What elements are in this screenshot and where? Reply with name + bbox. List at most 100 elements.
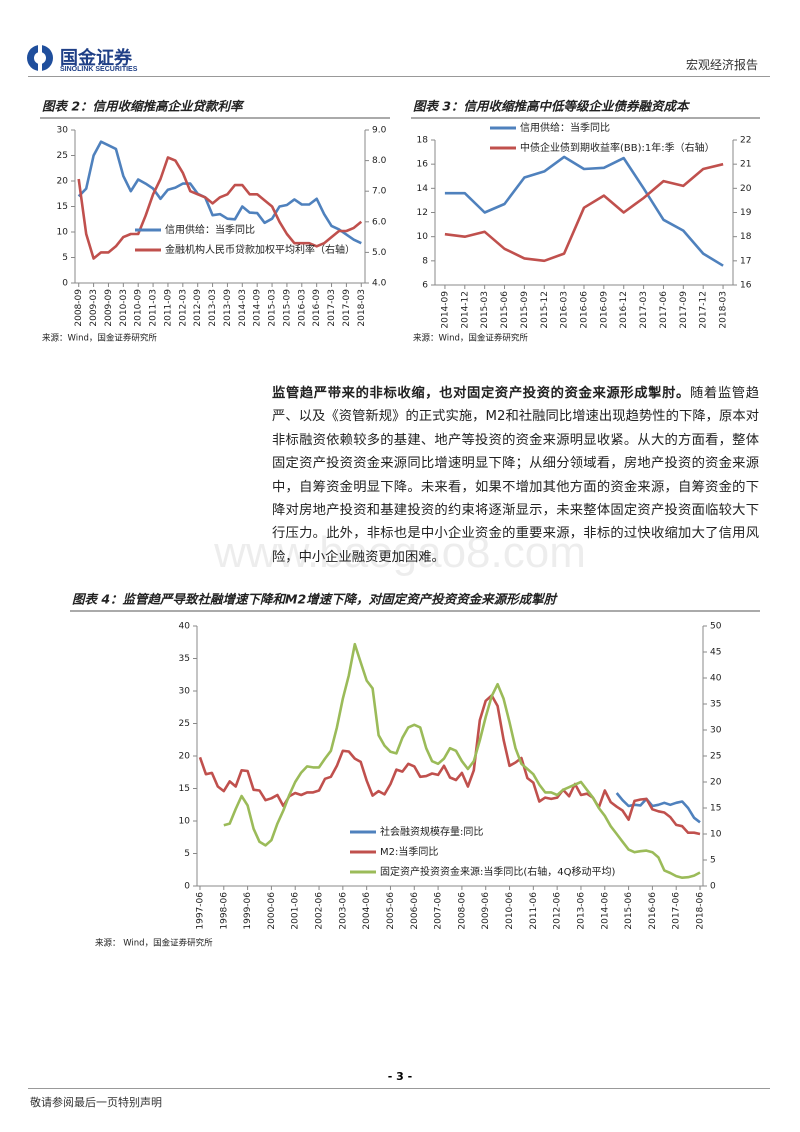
x-tick-label: 2014-06 [600,892,610,930]
x-tick-label: 2007-06 [434,892,444,930]
x-tick-label: 2016-09 [312,289,322,327]
x-tick-label: 2016-06 [648,892,658,930]
y-tick-label: 0 [184,882,190,892]
x-tick-label: 2017-12 [699,291,709,329]
x-tick-label: 2016-09 [599,291,609,329]
body-text: 随着监管趋严、以及《资管新规》的正式实施，M2和社融同比增速出现趋势性的下降，原… [272,386,760,565]
series-line [444,162,724,263]
x-tick-label: 2010-03 [119,289,129,327]
y-tick-label: 7.0 [372,187,387,197]
x-tick-label: 2010-09 [134,289,144,327]
x-tick-label: 2003-06 [338,892,348,930]
y-tick-label: 21 [740,160,751,170]
chart-title: 图表 4：监管趋严导致社融增速下降和M2增速下降，对固定资产投资资金来源形成掣肘 [72,592,559,607]
y-tick-label: 20 [179,752,191,762]
y-tick-label: 30 [710,726,722,736]
x-tick-label: 2015-03 [480,291,490,329]
y-tick-label: 5 [710,856,716,866]
x-tick-label: 2014-09 [253,289,263,327]
y-tick-label: 10 [57,228,69,238]
x-tick-label: 2017-03 [639,291,649,329]
chart-title: 图表 2：信用收缩推高企业贷款利率 [42,99,245,114]
logo-en: SINOLINK SECURITIES [60,66,138,73]
x-tick-label: 2001-06 [291,892,301,930]
x-tick-label: 2009-09 [104,289,114,327]
x-tick-label: 2016-03 [297,289,307,327]
x-tick-label: 2017-03 [327,289,337,327]
x-tick-label: 2015-12 [540,291,550,329]
paragraph: 监管趋严带来的非标收缩，也对固定资产投资的资金来源形成掣肘。随着监管趋严、以及《… [272,382,759,569]
x-tick-label: 2014-12 [460,291,470,329]
legend-label: 金融机构人民币贷款加权平均利率（右轴） [165,243,355,256]
legend-label: 信用供给：当季同比 [165,223,255,236]
x-tick-label: 2010-06 [505,892,515,930]
x-tick-label: 2011-06 [529,892,539,930]
series-line [77,140,362,245]
y-tick-label: 10 [710,830,722,840]
x-tick-label: 2009-06 [481,892,491,930]
y-tick-label: 19 [740,208,752,218]
x-tick-label: 2000-06 [267,892,277,930]
report-type: 宏观经济报告 [686,58,759,72]
y-tick-label: 50 [710,622,722,632]
x-tick-label: 1999-06 [243,892,253,930]
y-tick-label: 25 [710,752,721,762]
x-tick-label: 2017-06 [659,291,669,329]
x-tick-label: 2012-06 [553,892,563,930]
series-line [444,155,724,267]
x-tick-label: 2017-09 [342,289,352,327]
y-tick-label: 5 [184,849,190,859]
x-tick-label: 2005-06 [386,892,396,930]
page-number: - 3 - [387,1070,413,1083]
y-tick-label: 22 [740,136,751,146]
x-tick-label: 2002-06 [315,892,325,930]
footer-rule [28,1088,770,1089]
y-tick-label: 30 [179,687,191,697]
logo-cn: 国金证券 [60,48,132,69]
x-tick-label: 2014-03 [238,289,248,327]
y-tick-label: 18 [417,136,429,146]
y-tick-label: 14 [417,184,429,194]
x-tick-label: 2016-03 [560,291,570,329]
series-line [198,694,701,836]
x-tick-label: 2013-03 [208,289,218,327]
y-tick-label: 18 [740,232,752,242]
legend-label: 中债企业债到期收益率(BB):1年:季（右轴） [520,141,715,154]
legend-label: 社会融资规模存量:同比 [380,825,483,838]
x-tick-label: 2006-06 [410,892,420,930]
x-tick-label: 2016-12 [619,291,629,329]
x-tick-label: 2017-06 [672,892,682,930]
x-tick-label: 2004-06 [362,892,372,930]
y-tick-label: 40 [710,674,722,684]
chart-source: 来源：Wind，国金证券研究所 [42,333,157,344]
series-line [615,792,701,824]
x-tick-label: 2011-09 [163,289,173,327]
y-tick-label: 16 [417,160,429,170]
y-tick-label: 30 [57,126,69,136]
x-tick-label: 2015-06 [624,892,634,930]
y-tick-label: 20 [57,177,69,187]
y-tick-label: 8.0 [372,156,387,166]
y-tick-label: 15 [179,784,190,794]
series-line [77,156,363,260]
x-tick-label: 2009-03 [89,289,99,327]
y-tick-label: 5 [62,253,68,263]
y-tick-label: 0 [62,279,68,289]
x-tick-label: 2017-09 [679,291,689,329]
y-tick-label: 40 [179,622,191,632]
lead: 监管趋严带来的非标收缩，也对固定资产投资的资金来源形成掣肘。 [272,386,690,401]
y-tick-label: 17 [740,256,751,266]
y-tick-label: 9.0 [372,126,387,136]
disclaimer: 敬请参阅最后一页特别声明 [30,1096,162,1109]
x-tick-label: 2008-06 [457,892,467,930]
y-tick-label: 10 [417,232,429,242]
x-tick-label: 2013-09 [223,289,233,327]
legend-label: 固定资产投资资金来源:当季同比(右轴，4Q移动平均) [380,865,616,878]
y-tick-label: 8 [422,256,428,266]
x-tick-label: 2015-09 [282,289,292,327]
x-tick-label: 2015-09 [520,291,530,329]
x-tick-label: 2018-03 [719,291,729,329]
y-tick-label: 20 [740,184,752,194]
